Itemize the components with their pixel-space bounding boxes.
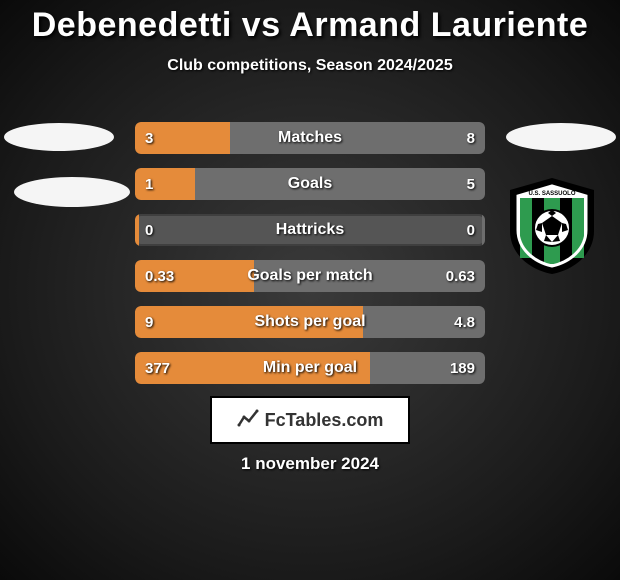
subtitle: Club competitions, Season 2024/2025 [0, 57, 620, 75]
stat-row: Goals1 5 [135, 168, 485, 200]
stat-label: Goals per match [135, 260, 485, 292]
stat-value-right: 4.8 [444, 306, 485, 338]
stat-label: Min per goal [135, 352, 485, 384]
stat-value-left: 0 [135, 214, 163, 246]
stat-label: Goals [135, 168, 485, 200]
stat-label: Hattricks [135, 214, 485, 246]
stat-value-left: 0.33 [135, 260, 184, 292]
stat-value-left: 9 [135, 306, 163, 338]
stat-row: Matches3 8 [135, 122, 485, 154]
page-title: Debenedetti vs Armand Lauriente [0, 0, 620, 45]
stat-value-right: 189 [440, 352, 485, 384]
stat-value-right: 5 [457, 168, 485, 200]
stat-row: Shots per goal9 4.8 [135, 306, 485, 338]
attribution-box: FcTables.com [210, 396, 410, 444]
player-left-placeholder-2 [14, 177, 130, 207]
crest-label-text: U.S. SASSUOLO [528, 191, 575, 197]
stat-value-right: 0 [457, 214, 485, 246]
player-right-placeholder [506, 123, 616, 151]
snapshot-date: 1 november 2024 [0, 454, 620, 474]
stat-value-left: 1 [135, 168, 163, 200]
stat-label: Matches [135, 122, 485, 154]
stat-row: Min per goal377 189 [135, 352, 485, 384]
stat-value-left: 377 [135, 352, 180, 384]
stat-value-right: 8 [457, 122, 485, 154]
club-crest-sassuolo: U.S. SASSUOLO [502, 176, 602, 276]
stat-row: Hattricks0 0 [135, 214, 485, 246]
player-left-placeholder-1 [4, 123, 114, 151]
stat-label: Shots per goal [135, 306, 485, 338]
brand-name: FcTables.com [265, 410, 384, 431]
stat-value-right: 0.63 [436, 260, 485, 292]
stats-comparison: Matches3 8 Goals1 5 Hattricks0 0 Goals per mat… [135, 122, 485, 398]
fctables-logo-icon [237, 407, 259, 434]
stat-value-left: 3 [135, 122, 163, 154]
stat-row: Goals per match0.33 0.63 [135, 260, 485, 292]
